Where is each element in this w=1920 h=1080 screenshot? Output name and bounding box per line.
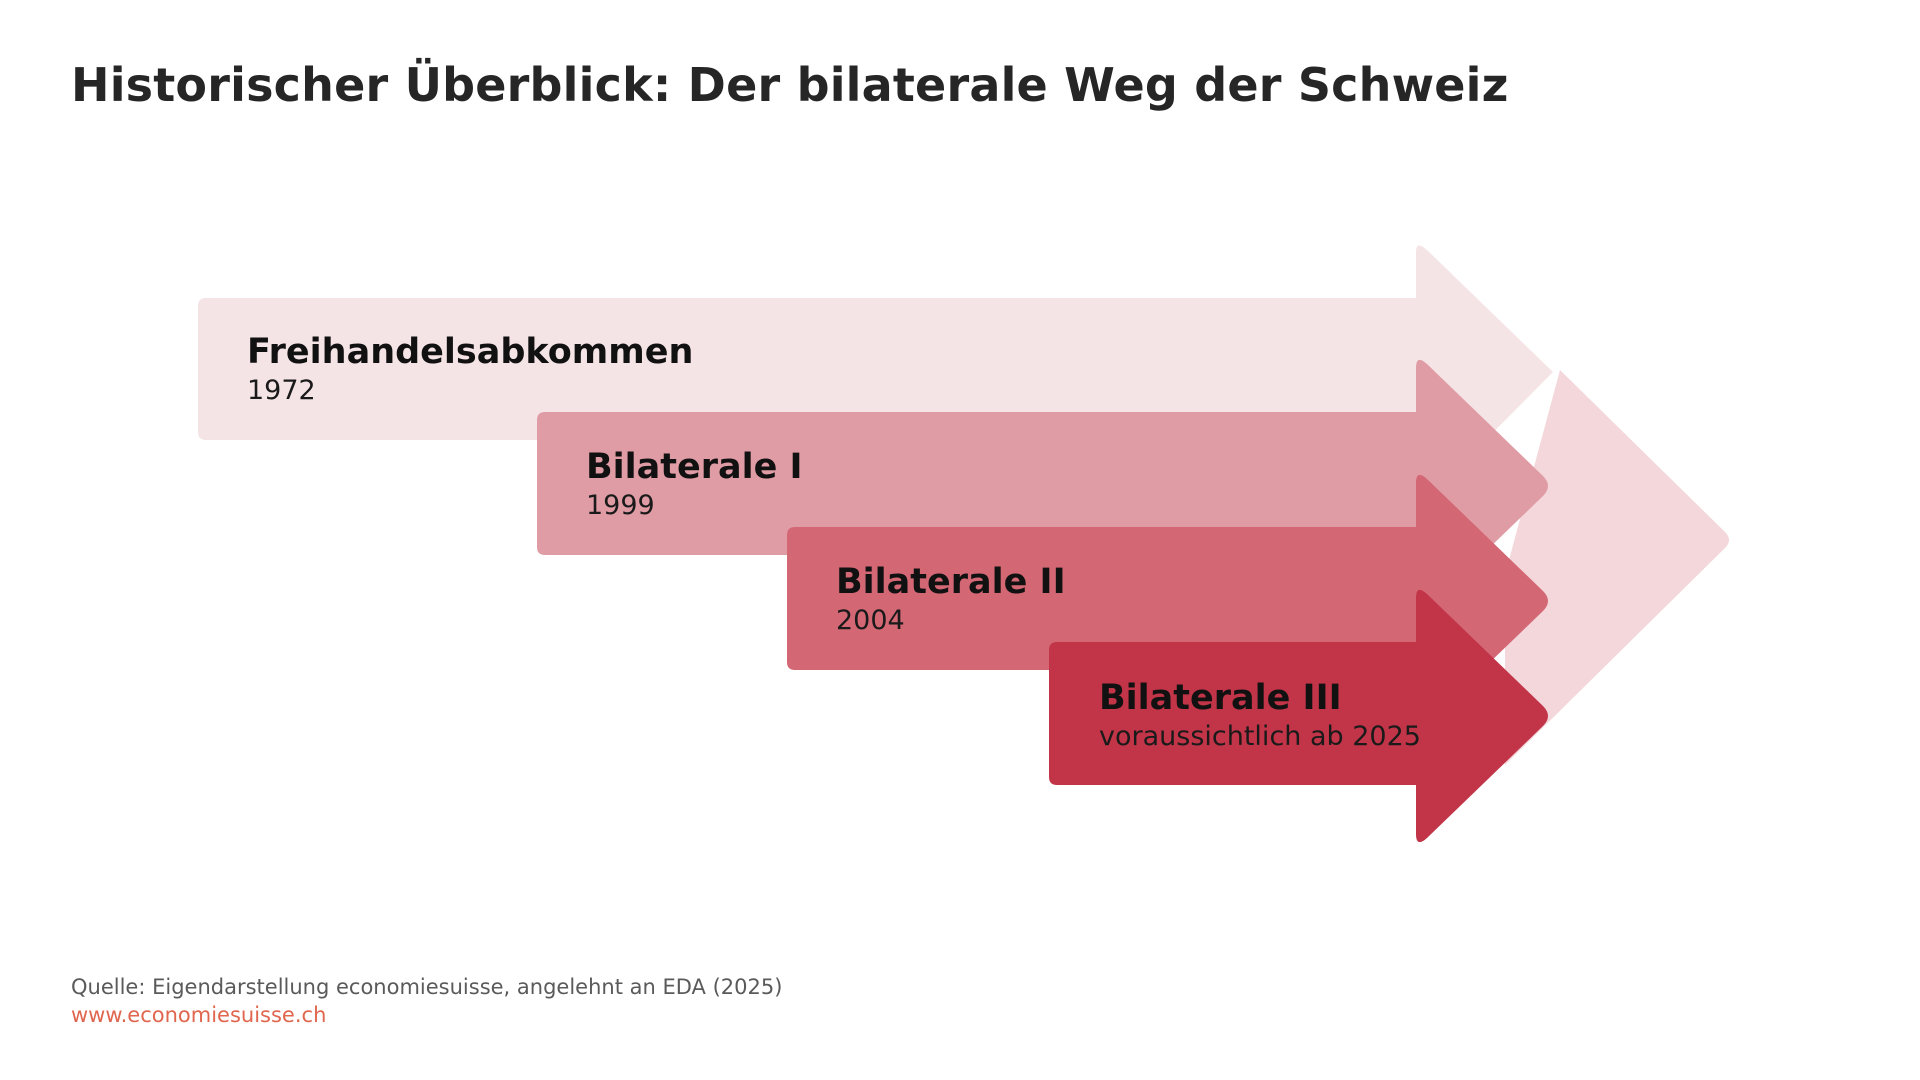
arrow-bilaterale-3 — [1049, 589, 1548, 843]
stage-name: Bilaterale I — [586, 447, 803, 487]
arrow-freihandelsabkommen — [198, 245, 1553, 511]
stage-date: 2004 — [836, 605, 905, 636]
stage-label-bilaterale-1: Bilaterale I 1999 — [586, 447, 803, 523]
footer: Quelle: Eigendarstellung economiesuisse,… — [71, 973, 782, 1029]
stage-label-bilaterale-3: Bilaterale III voraussichtlich ab 2025 — [1099, 678, 1421, 754]
stage-name: Bilaterale II — [836, 562, 1066, 602]
stage-date: 1999 — [586, 490, 655, 521]
stage-date: voraussichtlich ab 2025 — [1099, 721, 1421, 752]
page-title: Historischer Überblick: Der bilaterale W… — [71, 58, 1509, 112]
source-note: Quelle: Eigendarstellung economiesuisse,… — [71, 975, 783, 999]
stage-label-freihandelsabkommen: Freihandelsabkommen 1972 — [247, 332, 693, 408]
stage-date: 1972 — [247, 375, 316, 406]
background-arrow-head — [1505, 370, 1729, 765]
stage-name: Bilaterale III — [1099, 678, 1342, 718]
stage-name: Freihandelsabkommen — [247, 332, 694, 372]
website-link[interactable]: www.economiesuisse.ch — [71, 1003, 327, 1027]
stage-label-bilaterale-2: Bilaterale II 2004 — [836, 562, 1066, 638]
